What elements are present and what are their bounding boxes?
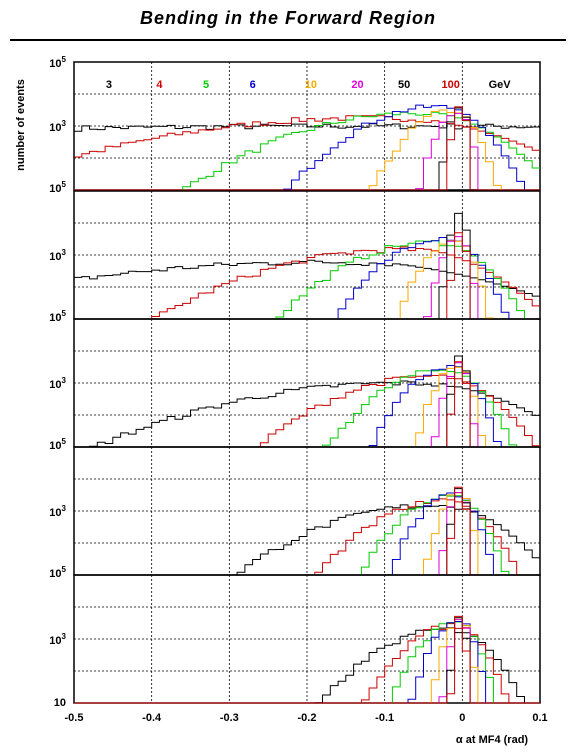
panel-4: 103 105 (49, 446, 541, 580)
y-tick-label-exp: 3 (62, 632, 67, 641)
y-tick-label: 103 (49, 248, 66, 263)
y-tick-label: 10 (54, 697, 66, 709)
x-tick-label: -0.1 (375, 712, 394, 724)
x-tick-label: -0.5 (65, 712, 84, 724)
panel-2: 103 105 (49, 190, 541, 324)
y-tick-label-exp: 3 (62, 504, 67, 513)
y-axis-label: number of events (15, 79, 27, 171)
histogram-series-3gev (74, 380, 540, 448)
y-tick-label-exp: 5 (62, 180, 67, 189)
y-tick-label: 105 (49, 309, 66, 324)
y-tick-label-exp: 3 (62, 119, 67, 128)
y-tick-label-exp: 5 (62, 55, 67, 64)
y-tick-label: 103 (49, 632, 66, 647)
legend-entry-20: 20 (351, 79, 363, 91)
x-tick-label: -0.2 (298, 712, 317, 724)
y-tick-label: 103 (49, 119, 66, 134)
histogram-series-4gev (74, 246, 540, 320)
x-tick-label: 0 (459, 712, 465, 724)
legend-entry-5: 5 (203, 79, 209, 91)
legend-unit: GeV (489, 79, 512, 91)
y-tick-label: 105 (49, 437, 66, 452)
y-tick-label-exp: 5 (62, 565, 67, 574)
legend-entry-100: 100 (442, 79, 460, 91)
x-tick-label: -0.4 (142, 712, 162, 724)
panel-5: 103 10 (49, 574, 541, 709)
y-tick-label: 103 (49, 376, 66, 391)
histogram-series-3gev (74, 123, 540, 132)
chart-title: Bending in the Forward Region (140, 8, 436, 28)
y-tick-label-exp: 5 (62, 437, 67, 446)
legend-entry-10: 10 (305, 79, 317, 91)
y-tick-label-exp: 5 (62, 309, 67, 318)
legend-entry-3: 3 (106, 79, 112, 91)
y-tick-label-exp: 3 (62, 376, 67, 385)
y-tick-label: 103 (49, 504, 66, 519)
histogram-series-100gev (74, 106, 540, 191)
histogram-series-4gev (74, 115, 540, 158)
y-tick-label: 105 (49, 565, 66, 580)
histogram-series-100gev (74, 615, 540, 704)
x-axis-label: α at MF4 (rad) (456, 734, 528, 746)
x-tick-label: -0.3 (220, 712, 239, 724)
y-tick-label-exp: 3 (62, 248, 67, 257)
y-tick-label: 105 (49, 55, 66, 70)
x-tick-label: 0.1 (532, 712, 547, 724)
panel-3: 103 105 (49, 318, 541, 452)
title-divider (10, 39, 566, 41)
legend-entry-6: 6 (250, 79, 256, 91)
y-tick-label: 105 (49, 180, 66, 195)
legend-entry-50: 50 (398, 79, 410, 91)
legend-entry-4: 4 (156, 79, 163, 91)
